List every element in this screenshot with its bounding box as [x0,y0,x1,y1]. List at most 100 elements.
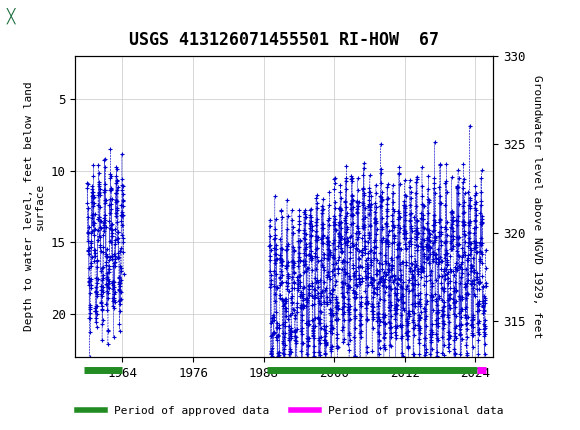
Point [431,250,440,257]
Point [353,187,362,194]
Point [403,328,412,335]
Point [100,156,109,163]
Point [93,292,102,299]
Point [117,218,126,224]
Point [448,224,457,231]
Point [387,227,397,233]
Point [272,283,281,290]
Point [426,350,435,357]
Point [398,304,407,311]
Point [111,196,120,203]
Point [271,216,280,223]
Point [374,321,383,328]
Point [372,244,381,251]
Point [267,361,277,368]
Point [421,301,430,307]
Point [97,293,106,300]
Point [284,273,293,280]
Point [93,237,102,243]
Point [419,230,428,237]
Point [269,267,278,274]
Point [383,269,393,276]
Point [298,284,307,291]
Point [427,294,437,301]
Point [266,268,275,275]
Point [365,206,374,213]
Point [460,190,469,197]
Point [427,282,436,289]
Point [469,313,478,320]
Point [420,307,429,314]
Point [330,246,339,252]
Point [103,341,113,347]
Point [401,258,411,265]
Point [458,270,467,277]
Point [376,249,385,256]
Point [118,183,128,190]
Point [412,203,421,210]
Point [448,228,458,235]
Point [445,295,455,301]
Point [321,322,331,329]
Point [390,235,399,242]
Point [322,241,332,248]
Point [360,242,369,249]
Point [317,300,326,307]
Point [389,207,398,214]
Point [281,319,290,326]
Point [93,237,103,243]
Point [459,249,469,255]
Point [409,214,419,221]
Point [473,301,482,307]
Point [396,260,405,267]
Point [429,221,438,228]
Point [469,267,478,273]
Point [350,325,360,332]
Point [84,246,93,253]
Point [431,236,440,243]
Point [353,175,362,182]
Point [314,316,324,322]
Point [359,186,368,193]
Point [456,294,465,301]
Point [344,316,353,323]
Point [293,276,302,283]
Point [371,209,380,215]
Point [322,293,331,300]
Point [278,340,288,347]
Point [477,215,487,222]
Point [422,349,431,356]
Point [348,242,357,249]
Point [445,304,455,311]
Point [308,325,317,332]
Point [390,273,399,280]
Point [302,298,311,305]
Point [434,292,443,299]
Point [418,265,427,272]
Point [372,267,382,273]
Point [344,304,353,310]
Point [356,361,365,368]
Point [462,350,472,356]
Point [324,242,334,249]
Point [90,304,100,311]
Point [321,341,330,348]
Point [456,305,466,312]
Point [315,340,324,347]
Point [460,231,469,238]
Point [450,284,459,291]
Point [327,346,336,353]
Point [356,321,365,328]
Point [320,279,329,286]
Point [448,235,458,242]
Point [393,221,403,228]
Point [326,344,335,350]
Point [304,282,314,289]
Point [311,195,321,202]
Point [94,190,103,197]
Point [345,255,354,261]
Point [477,259,487,266]
Point [413,230,422,236]
Point [311,278,320,285]
Point [404,277,414,284]
